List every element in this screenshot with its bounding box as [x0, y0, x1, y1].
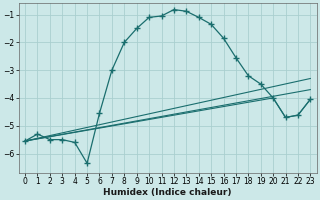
X-axis label: Humidex (Indice chaleur): Humidex (Indice chaleur) [103, 188, 232, 197]
